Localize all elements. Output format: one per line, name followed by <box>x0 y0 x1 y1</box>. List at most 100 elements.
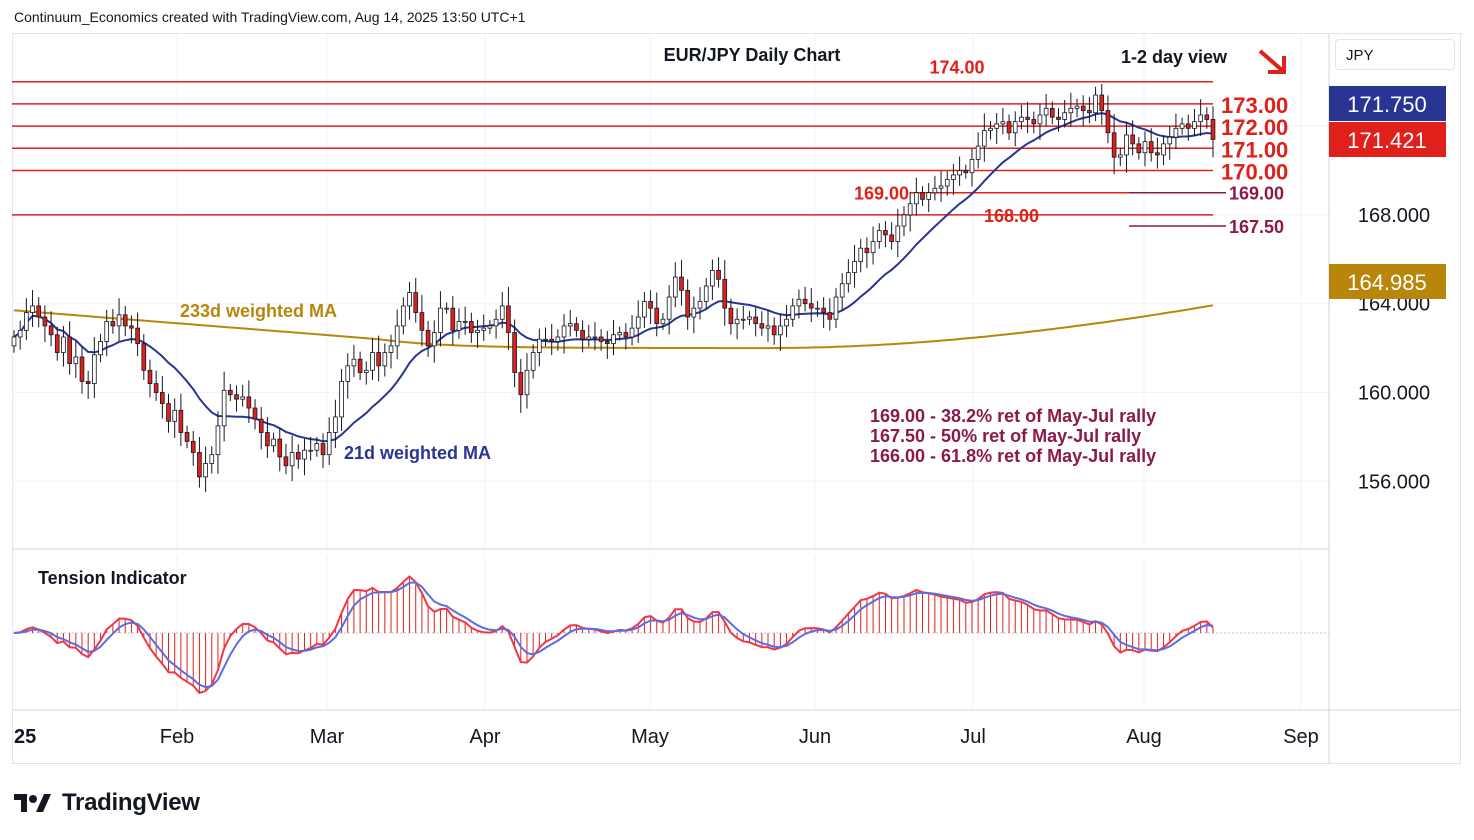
candle-up <box>339 380 344 418</box>
candle-down <box>295 452 301 460</box>
x-tick-label: Jun <box>799 726 831 748</box>
candle-up <box>672 276 678 298</box>
tradingview-logo[interactable]: TradingView <box>14 789 200 817</box>
y-tick-label: 160.000 <box>1358 383 1430 405</box>
candle-up <box>221 389 227 427</box>
candle-up <box>784 318 789 327</box>
arrow-down-icon <box>1258 49 1286 74</box>
candle-down <box>54 334 60 353</box>
candle-up <box>982 130 987 147</box>
candle-down <box>827 312 833 320</box>
support-resistance-levels: 174.00173.00172.00171.00170.00169.00168.… <box>12 58 1288 237</box>
candle-up <box>345 365 351 382</box>
candle-up <box>1093 94 1098 114</box>
candle-up <box>17 329 23 338</box>
candle-down <box>42 316 48 327</box>
chart-texts: EUR/JPY Daily Chart 1-2 day view 233d we… <box>38 45 1286 588</box>
x-tick-label: Aug <box>1126 726 1162 748</box>
candle-down <box>648 301 653 309</box>
price-tag-label: 171.750 <box>1347 92 1427 117</box>
candle-down <box>376 352 381 367</box>
candle-up <box>617 332 622 336</box>
candle-down <box>1105 110 1111 134</box>
candle-down <box>450 307 456 331</box>
y-axis: 156.000 160.000 164.000 168.000 <box>1358 205 1430 493</box>
price-tag-bg <box>1329 122 1446 157</box>
candle-up <box>203 463 208 478</box>
candle-up <box>988 127 993 131</box>
ma233-label: 233d weighted MA <box>180 301 337 321</box>
candle-up <box>710 269 715 287</box>
x-tick-label: Sep <box>1283 726 1319 748</box>
candle-up <box>660 318 666 325</box>
candle-down <box>320 443 326 456</box>
candle-up <box>907 203 913 216</box>
candle-up <box>499 305 505 320</box>
candle-up <box>778 325 783 336</box>
candle-down <box>258 418 264 433</box>
candle-up <box>740 318 746 321</box>
candle-up <box>1012 121 1018 134</box>
price-tags: 171.750 171.421 164.985 <box>1329 86 1446 299</box>
candle-up <box>914 192 919 205</box>
candle-up <box>530 352 536 371</box>
candle-up <box>815 307 820 310</box>
candle-up <box>215 425 221 456</box>
candle-up <box>1179 123 1185 129</box>
candle-up <box>116 314 122 327</box>
candle-up <box>858 247 864 262</box>
annotation-1: 169.00 - 38.2% ret of May-Jul rally <box>870 406 1156 426</box>
candle-up <box>1074 105 1080 109</box>
candle-down <box>122 314 128 327</box>
candle-down <box>190 440 196 453</box>
candle-down <box>1148 141 1154 154</box>
candle-up <box>1142 141 1148 154</box>
candle-up <box>537 338 542 353</box>
candle-up <box>382 352 388 367</box>
candle-down <box>1056 116 1061 120</box>
candle-up <box>543 338 548 341</box>
candle-up <box>388 345 394 353</box>
y-tick-label: 168.000 <box>1358 205 1430 227</box>
candle-down <box>129 325 134 329</box>
candle-down <box>178 409 184 433</box>
candle-down <box>963 170 969 174</box>
x-tick-label: Apr <box>469 726 500 748</box>
candle-down <box>1204 114 1210 120</box>
candle-up <box>876 230 882 242</box>
candle-up <box>592 336 598 339</box>
candle-up <box>629 327 635 338</box>
candle-down <box>759 323 765 329</box>
candle-down <box>623 332 629 338</box>
candle-up <box>92 354 97 385</box>
candle-down <box>79 356 85 382</box>
candle-up <box>747 316 752 320</box>
candle-up <box>969 158 975 174</box>
candle-down <box>1130 134 1135 145</box>
candle-up <box>957 170 962 176</box>
chart-credit: Continuum_Economics created with Trading… <box>14 9 526 25</box>
x-tick-label: Mar <box>310 726 345 748</box>
candle-down <box>413 292 419 313</box>
candle-down <box>883 230 888 236</box>
chart-title: EUR/JPY Daily Chart <box>664 45 841 65</box>
level-label: 173.00 <box>1221 93 1288 118</box>
candle-up <box>333 416 338 433</box>
candle-up <box>938 185 944 189</box>
candle-down <box>36 305 42 318</box>
candle-up <box>1192 121 1197 129</box>
candle-up <box>994 123 1000 129</box>
candle-down <box>1087 110 1092 114</box>
candle-down <box>1155 152 1160 156</box>
candle-up <box>870 241 876 254</box>
candle-up <box>555 336 561 342</box>
currency-selector[interactable]: JPY <box>1335 39 1455 70</box>
candle-down <box>808 303 814 309</box>
price-tag-label: 171.421 <box>1347 128 1427 153</box>
candle-up <box>839 283 845 298</box>
candle-up <box>734 318 740 325</box>
candle-down <box>1006 121 1012 134</box>
candle-down <box>67 336 72 365</box>
candle-up <box>932 187 938 194</box>
